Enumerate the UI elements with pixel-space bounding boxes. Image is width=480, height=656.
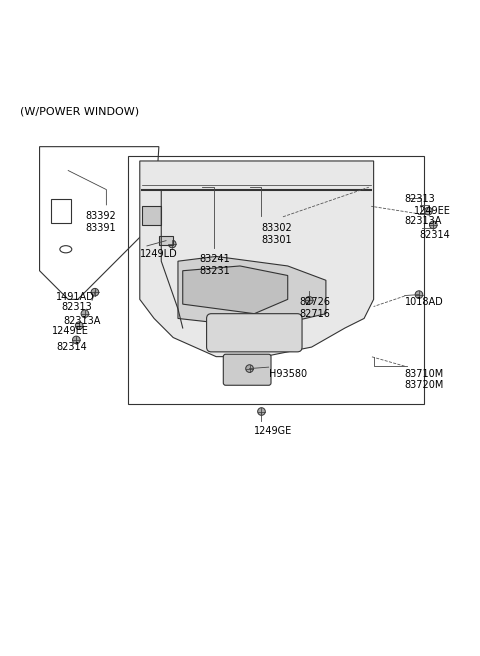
- Circle shape: [415, 291, 423, 298]
- Text: 82726
82716: 82726 82716: [300, 297, 331, 319]
- Polygon shape: [183, 266, 288, 314]
- FancyBboxPatch shape: [206, 314, 302, 352]
- Circle shape: [168, 240, 176, 248]
- Polygon shape: [140, 161, 373, 357]
- Text: 82313A: 82313A: [405, 216, 442, 226]
- Circle shape: [425, 207, 432, 215]
- Circle shape: [91, 289, 99, 296]
- Text: 82313A: 82313A: [63, 316, 101, 326]
- Bar: [128, 156, 424, 404]
- Circle shape: [258, 407, 265, 415]
- Text: 83710M
83720M: 83710M 83720M: [405, 369, 444, 390]
- Text: 82314: 82314: [419, 230, 450, 240]
- Bar: [159, 236, 173, 245]
- Text: 83392
83391: 83392 83391: [85, 211, 116, 233]
- FancyBboxPatch shape: [223, 354, 271, 385]
- Text: 1249EE: 1249EE: [51, 325, 88, 336]
- Circle shape: [246, 365, 253, 373]
- Text: 1249LD: 1249LD: [140, 249, 178, 259]
- Text: 1018AD: 1018AD: [405, 297, 444, 307]
- Circle shape: [430, 221, 437, 229]
- Circle shape: [81, 310, 89, 318]
- Bar: [142, 206, 161, 226]
- Text: 1249EE: 1249EE: [414, 206, 451, 216]
- Text: 82314: 82314: [56, 342, 87, 352]
- Text: 83241
83231: 83241 83231: [199, 254, 230, 276]
- Text: (W/POWER WINDOW): (W/POWER WINDOW): [21, 106, 140, 116]
- Circle shape: [72, 336, 80, 344]
- Text: H93580: H93580: [269, 369, 307, 379]
- Circle shape: [75, 322, 83, 329]
- Text: 83302
83301: 83302 83301: [262, 223, 292, 245]
- Text: 82313: 82313: [405, 194, 435, 205]
- Text: 82313: 82313: [61, 302, 92, 312]
- Polygon shape: [178, 256, 326, 328]
- Text: 1249GE: 1249GE: [254, 426, 293, 436]
- Circle shape: [305, 297, 313, 304]
- Text: 1491AD: 1491AD: [56, 292, 95, 302]
